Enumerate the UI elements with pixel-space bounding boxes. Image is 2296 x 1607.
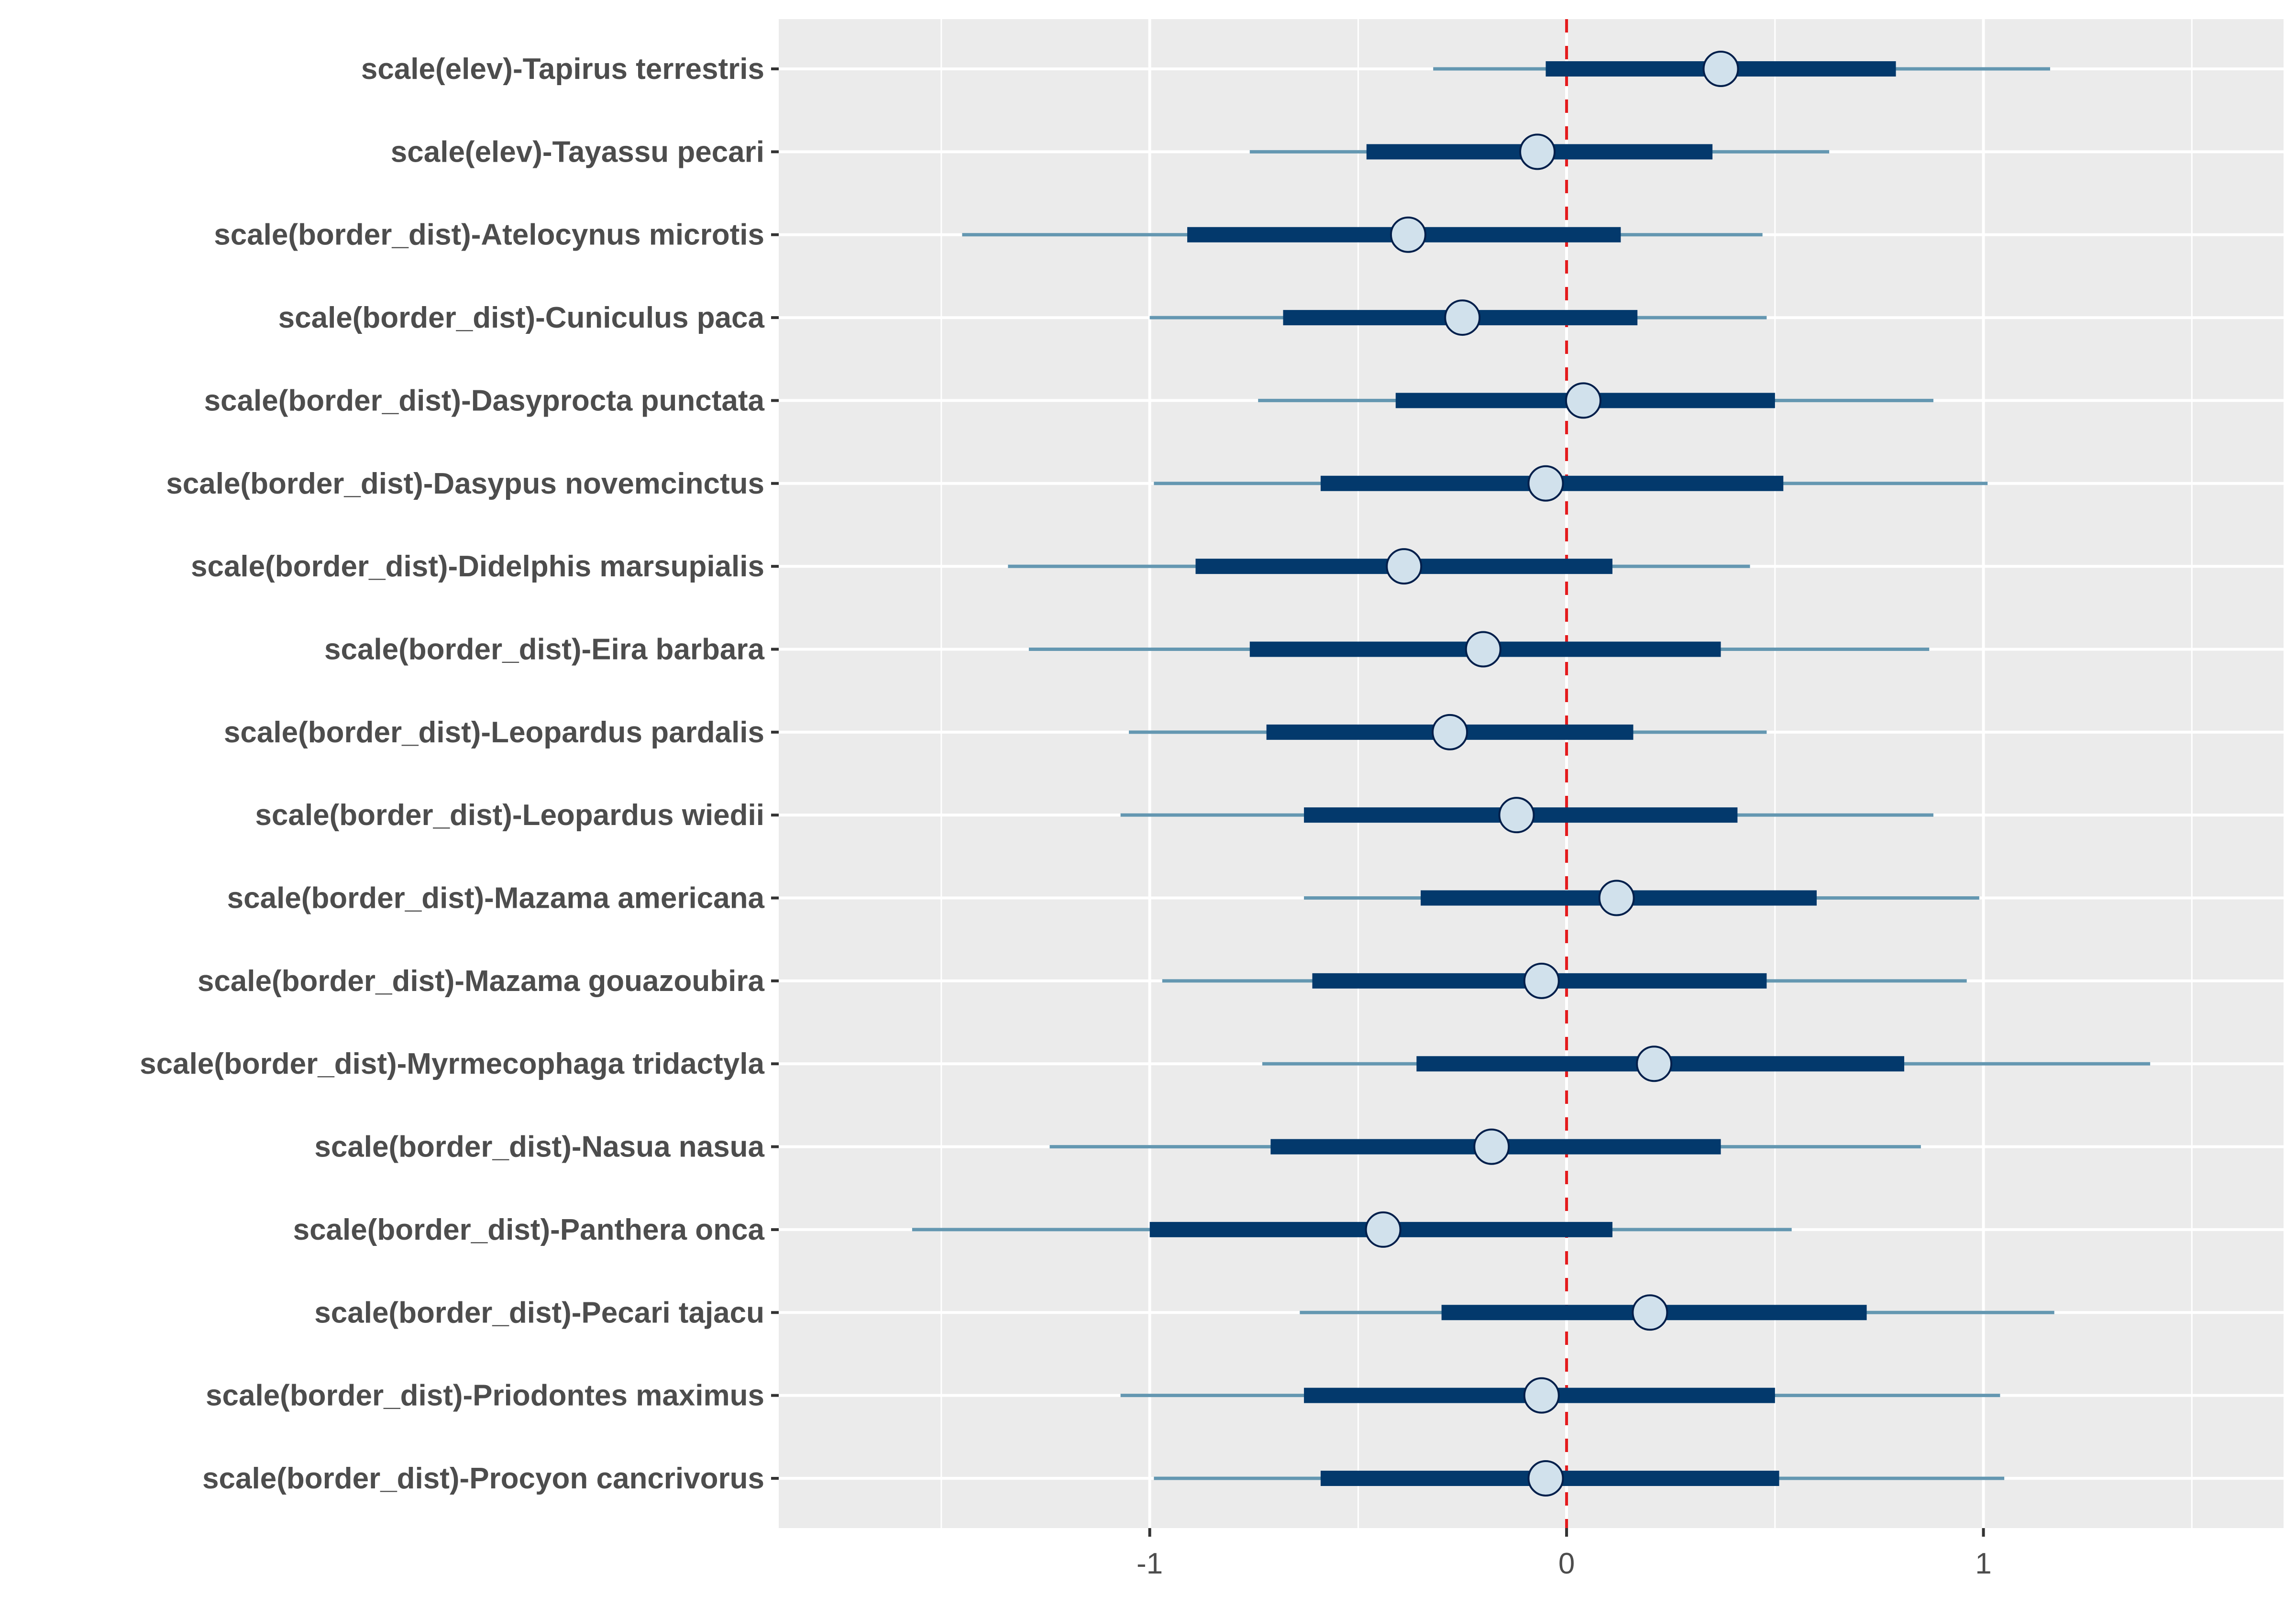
y-tick-label: scale(border_dist)-Nasua nasua — [314, 1131, 764, 1164]
y-tick-label: scale(border_dist)-Dasyprocta punctata — [204, 384, 765, 417]
interval-row — [1304, 880, 1979, 916]
y-tick-label: scale(border_dist)-Priodontes maximus — [206, 1379, 764, 1412]
point-estimate — [1432, 714, 1468, 750]
interval-row — [1120, 1377, 2000, 1414]
y-tick-label: scale(border_dist)-Procyon cancrivorus — [202, 1462, 764, 1495]
y-tick-label: scale(border_dist)-Panthera onca — [293, 1213, 765, 1246]
point-estimate — [1444, 299, 1481, 336]
x-tick-label: 1 — [1975, 1547, 1991, 1580]
interval-row — [1028, 631, 1930, 668]
point-estimate — [1523, 1377, 1560, 1414]
interval-row — [1162, 962, 1967, 999]
point-estimate — [1527, 465, 1564, 502]
panel-background — [779, 19, 2284, 1528]
y-tick-label: scale(elev)-Tayassu pecari — [391, 135, 764, 168]
point-estimate — [1519, 133, 1556, 170]
y-axis: scale(elev)-Tapirus terrestris scale(elev… — [140, 53, 779, 1495]
interval-row — [962, 216, 1763, 253]
interval-row — [1049, 1128, 1921, 1165]
y-tick-label: scale(elev)-Tapirus terrestris — [361, 53, 764, 86]
x-tick-label: -1 — [1137, 1547, 1163, 1580]
y-tick-label: scale(border_dist)-Eira barbara — [324, 633, 765, 666]
interval-row — [912, 1211, 1792, 1248]
point-estimate — [1473, 1128, 1510, 1165]
y-tick-label: scale(border_dist)-Myrmecophaga tridacty… — [140, 1047, 764, 1080]
interval-row — [1433, 51, 2050, 88]
point-estimate — [1365, 1211, 1402, 1248]
point-estimate — [1636, 1046, 1673, 1082]
y-tick-label: scale(border_dist)-Mazama gouazoubira — [198, 965, 765, 998]
point-estimate — [1565, 382, 1601, 419]
point-estimate — [1390, 216, 1426, 253]
interval-rows — [912, 51, 2151, 1497]
interval-row — [1258, 382, 1933, 419]
interval-row — [1154, 465, 1988, 502]
interval-row — [1129, 714, 1767, 750]
y-tick-label: scale(border_dist)-Leopardus pardalis — [224, 716, 764, 749]
y-tick-label: scale(border_dist)-Dasypus novemcinctus — [166, 467, 764, 500]
y-tick-label: scale(border_dist)-Mazama americana — [227, 882, 765, 915]
x-tick-label: 0 — [1558, 1547, 1575, 1580]
point-estimate — [1523, 962, 1560, 999]
point-estimate — [1498, 797, 1535, 834]
interval-row — [1120, 797, 1933, 834]
point-estimate — [1702, 51, 1739, 88]
point-estimate — [1632, 1294, 1668, 1331]
y-tick-label: scale(border_dist)-Leopardus wiedii — [255, 799, 764, 832]
interval-row — [1262, 1046, 2151, 1082]
x-axis: -1 0 1 — [1137, 1528, 1992, 1580]
interval-row — [1249, 133, 1830, 170]
interval-row — [1008, 548, 1750, 585]
interval-row — [1300, 1294, 2054, 1331]
point-estimate — [1527, 1460, 1564, 1497]
point-estimate — [1386, 548, 1423, 585]
interval-row — [1149, 299, 1767, 336]
point-estimate — [1598, 880, 1635, 916]
y-tick-label: scale(border_dist)-Didelphis marsupialis — [191, 550, 764, 583]
y-tick-label: scale(border_dist)-Cuniculus paca — [278, 301, 765, 334]
minor-gridlines — [940, 19, 2193, 1528]
interval-row — [1154, 1460, 2005, 1497]
y-tick-label: scale(border_dist)-Atelocynus microtis — [214, 219, 764, 252]
y-tick-label: scale(border_dist)-Pecari tajacu — [314, 1296, 764, 1329]
point-estimate — [1465, 631, 1501, 668]
